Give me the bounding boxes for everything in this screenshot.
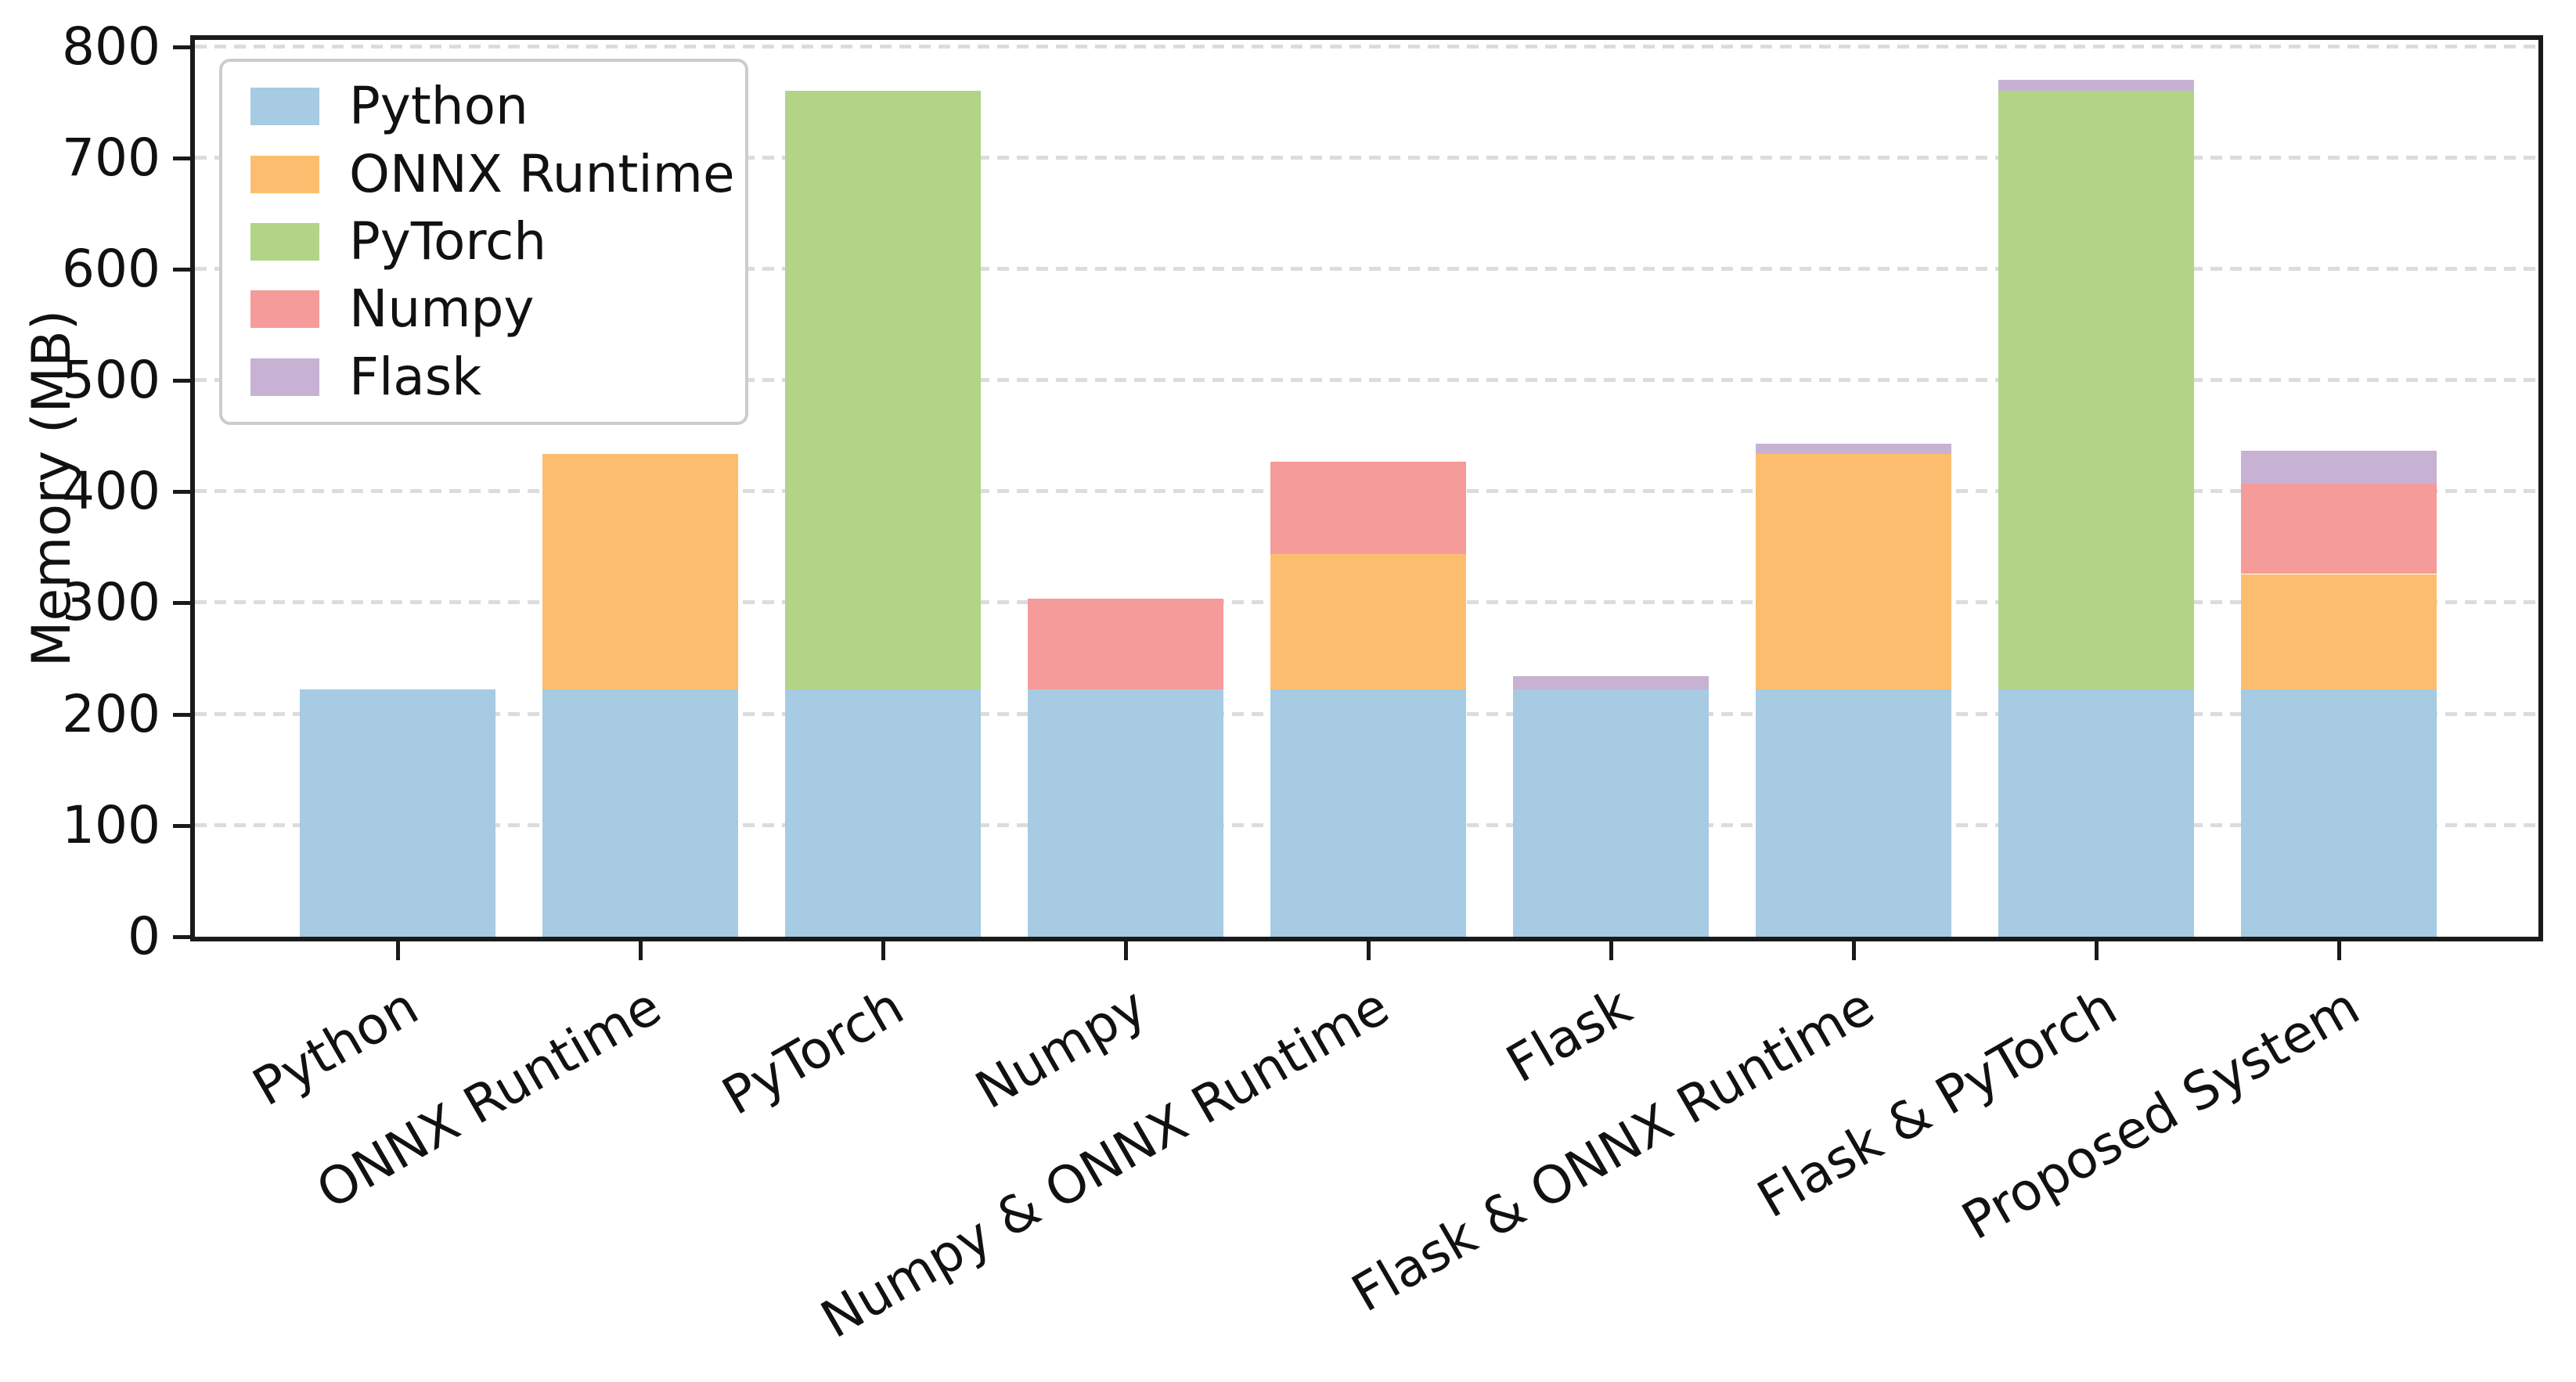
x-tick [639,941,643,960]
x-tick [881,941,885,960]
y-tick [173,156,190,160]
y-tick-label: 800 [62,16,160,77]
legend-swatch [250,222,319,261]
gridline-800 [195,44,2538,49]
bar-segment [1998,689,2194,937]
y-tick-label: 400 [62,461,160,522]
y-tick-label: 0 [128,906,160,966]
bar-segment [1028,598,1223,690]
bar-segment [1756,689,1951,937]
y-tick [173,379,190,383]
x-tick [2095,941,2099,960]
bar-segment [1513,676,1709,690]
bar-segment [2241,450,2437,484]
legend-label: PyTorch [349,211,547,272]
y-tick-label: 500 [62,350,160,411]
gridline-600 [195,266,2538,271]
bar-segment [1513,689,1709,937]
y-tick [173,267,190,272]
bar-segment [1756,444,1951,454]
x-tick [396,941,400,960]
y-tick-label: 300 [62,572,160,633]
y-tick [173,823,190,828]
bar-segment [2241,484,2437,574]
bar-segment [2241,574,2437,690]
bar-segment [1756,453,1951,690]
legend-swatch [250,358,319,396]
bar-segment [542,453,738,690]
x-tick [1124,941,1128,960]
bar-segment [1270,689,1466,937]
legend-item: ONNX Runtime [250,146,735,203]
legend-label: Flask [349,346,482,407]
y-tick [173,935,190,939]
y-tick-label: 200 [62,683,160,744]
x-tick [1852,941,1856,960]
bar-segment [1998,91,2194,690]
legend-label: Numpy [349,279,535,340]
bar-segment [2241,689,2437,937]
legend-item: Python [250,78,717,135]
legend-swatch [250,88,319,126]
y-tick [173,45,190,49]
legend-item: Numpy [250,281,717,337]
memory-usage-stacked-bar-chart: Memory (MB) 0 100 200 300 400 500 600 700 800 Pyt… [21,16,2543,1351]
gridline-700 [195,155,2538,160]
bar-segment [1270,553,1466,690]
x-tick [2337,941,2341,960]
y-tick-label: 700 [62,127,160,188]
bar-segment [300,689,495,937]
y-tick [173,490,190,495]
y-tick [173,712,190,717]
bar-segment [1998,80,2194,92]
x-tick [1367,941,1371,960]
bar-segment [785,91,981,690]
bar-segment [785,689,981,937]
y-tick-label: 100 [62,794,160,855]
legend-swatch [250,155,319,193]
legend-item: PyTorch [250,211,717,272]
bar-segment [1028,689,1223,937]
legend-item: Flask [250,346,717,407]
legend-label: ONNX Runtime [349,143,735,204]
x-tick [1609,941,1613,960]
y-tick [173,601,190,606]
y-tick-label: 600 [62,238,160,299]
legend: Python ONNX Runtime PyTorch Numpy Flask [219,59,748,425]
gridline-500 [195,378,2538,383]
legend-swatch [250,290,319,329]
bar-segment [1270,461,1466,554]
legend-label: Python [349,76,528,137]
bar-segment [542,689,738,937]
plot-area [190,35,2543,941]
